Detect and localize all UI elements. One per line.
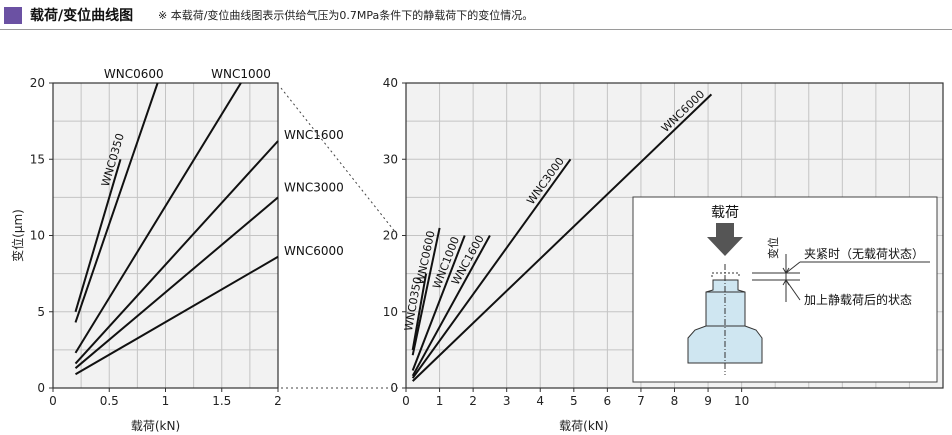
right-series-wnc0350: [411, 273, 428, 351]
inset-load-label: 载荷: [711, 205, 739, 221]
right-x-axis-label: 载荷(kN): [559, 419, 608, 433]
left-y-tick-label: 10: [30, 229, 45, 243]
right-x-tick-label: 7: [637, 394, 645, 408]
left-series-wnc1000: [74, 82, 242, 354]
left-label-wnc1000: WNC1000: [211, 67, 271, 81]
charts-canvas: 0 0.5 1 1.5 205101520载荷(kN)变位(μm)WNC0350WNC0…: [10, 67, 944, 433]
zoom-connector-lines: [280, 87, 399, 389]
right-y-tick-label: 0: [390, 381, 398, 395]
right-x-tick-label: 5: [570, 394, 578, 408]
right-series-wnc3000: [411, 158, 572, 379]
right-x-tick-label: 10: [734, 394, 749, 408]
left-label-wnc0600: WNC0600: [104, 67, 164, 81]
right-x-tick-label: 6: [604, 394, 612, 408]
inset-frame: [632, 196, 938, 383]
right-series-wnc1600: [411, 235, 491, 377]
right-series-wnc0600: [411, 227, 441, 356]
left-x-tick-label: 2: [274, 394, 282, 408]
left-series-wnc0350: [74, 159, 122, 313]
left-x-tick-label: 1: [162, 394, 170, 408]
page-header: 载荷/变位曲线图 ※ 本载荷/变位曲线图表示供给气压为0.7MPa条件下的静载荷…: [0, 0, 952, 30]
right-y-tick-label: 30: [383, 152, 398, 166]
chart-small-range: 0 0.5 1 1.5 205101520载荷(kN)变位(μm)WNC0350WNC0…: [10, 67, 344, 433]
right-x-tick-label: 1: [436, 394, 444, 408]
leader-clamped: [785, 261, 801, 274]
left-series-wnc3000: [74, 196, 279, 369]
right-y-tick-label: 10: [383, 305, 398, 319]
down-arrow-icon: [707, 223, 743, 256]
right-x-tick-label: 2: [469, 394, 477, 408]
left-series-wnc6000: [74, 255, 279, 376]
left-x-tick-label: 0: [49, 394, 57, 408]
state-clamped-label: 夹紧时（无载荷状态）: [804, 247, 924, 261]
left-x-tick-label: 1.5: [212, 394, 231, 408]
left-series-wnc1600: [74, 140, 279, 365]
header-accent-bar: [4, 7, 22, 24]
page-title: 载荷/变位曲线图: [30, 8, 134, 24]
left-y-tick-label: 20: [30, 76, 45, 90]
right-x-tick-label: 8: [671, 394, 679, 408]
zoom-link-top: [280, 87, 399, 236]
right-x-tick-label: 4: [536, 394, 544, 408]
header-divider: [0, 29, 952, 30]
left-series-wnc0600: [74, 82, 159, 323]
left-y-tick-label: 5: [37, 305, 45, 319]
header-note: ※ 本载荷/变位曲线图表示供给气压为0.7MPa条件下的静载荷下的变位情况。: [158, 9, 534, 22]
right-series-wnc6000: [412, 93, 713, 382]
left-label-wnc3000: WNC3000: [284, 180, 344, 194]
left-x-tick-label: 0.5: [100, 394, 119, 408]
left-label-wnc1600: WNC1600: [284, 128, 344, 142]
left-label-wnc6000: WNC6000: [284, 244, 344, 258]
left-y-axis-label: 变位(μm): [10, 209, 25, 262]
right-x-tick-label: 0: [402, 394, 410, 408]
state-loaded-label: 加上静载荷后的状态: [804, 292, 912, 307]
left-y-tick-label: 15: [30, 152, 45, 166]
right-series-wnc1000: [411, 235, 466, 371]
leader-loaded: [785, 279, 801, 301]
inset-displacement-label: 变位: [766, 237, 780, 259]
right-y-tick-label: 20: [383, 229, 398, 243]
left-x-axis-label: 载荷(kN): [131, 419, 180, 433]
left-y-tick-label: 0: [37, 381, 45, 395]
right-x-tick-label: 9: [704, 394, 712, 408]
right-y-tick-label: 40: [383, 76, 398, 90]
right-x-tick-label: 3: [503, 394, 511, 408]
